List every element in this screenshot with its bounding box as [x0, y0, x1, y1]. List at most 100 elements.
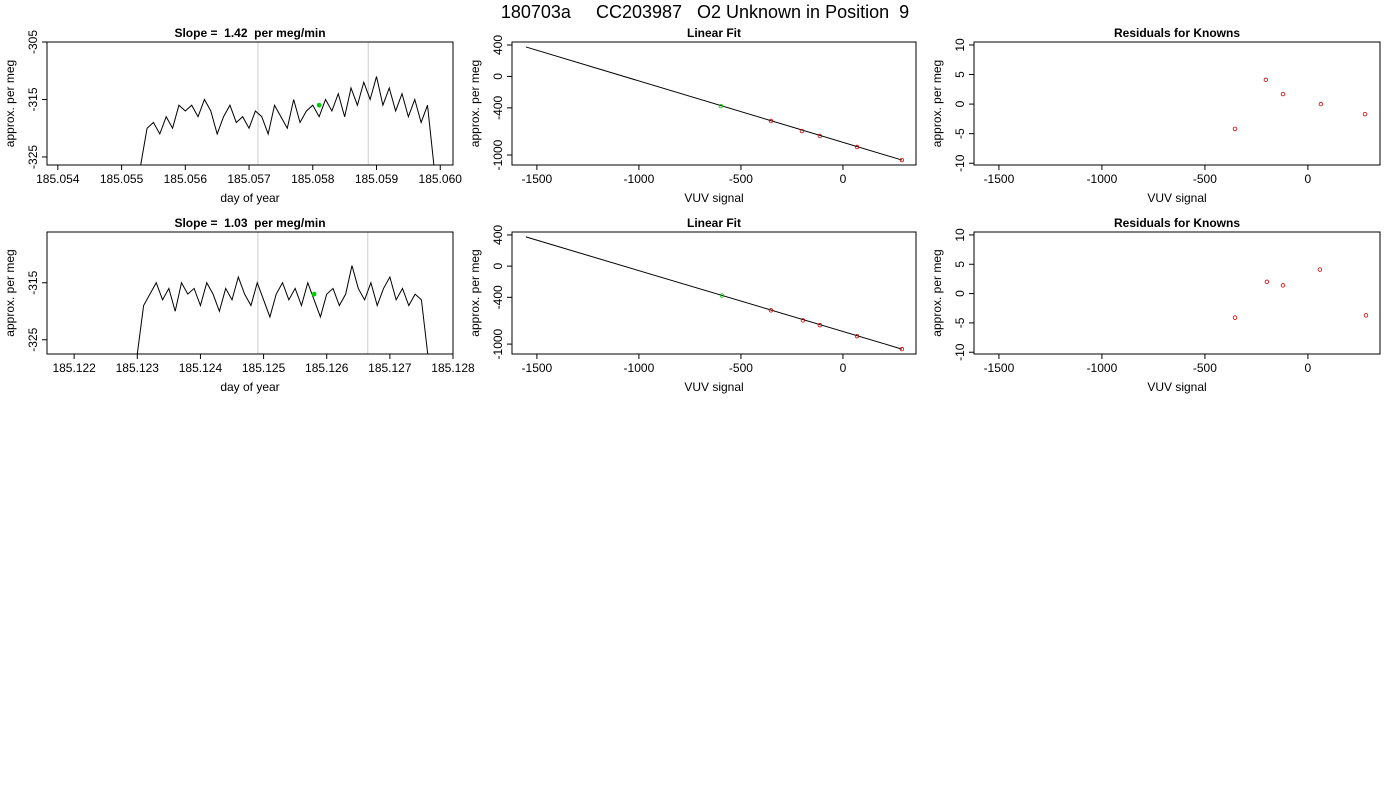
plot-frame	[973, 231, 1381, 355]
plot-frame	[973, 41, 1381, 166]
data-point	[316, 102, 322, 108]
y-tick-label: -325	[26, 145, 40, 169]
y-tick-label: 10	[953, 228, 967, 242]
plot-area	[140, 42, 435, 165]
y-tick-label: 400	[491, 35, 505, 55]
x-tick-label: 185.122	[52, 361, 96, 375]
panel-title: Slope = 1.42 per meg/min	[174, 26, 325, 40]
x-tick-label: 185.128	[431, 361, 475, 375]
data-line	[140, 76, 435, 165]
panel: Linear Fit VUV signal approx. per meg -1500…	[468, 26, 917, 205]
plot-frame	[511, 41, 917, 166]
x-tick-label: 185.125	[242, 361, 286, 375]
x-tick-label: 185.127	[368, 361, 412, 375]
data-point	[1362, 111, 1368, 117]
x-tick-label: 185.123	[116, 361, 160, 375]
y-axis-label: approx. per meg	[468, 249, 482, 336]
panel: Slope = 1.42 per meg/min day of year appro…	[3, 26, 462, 205]
x-tick-label: 185.055	[100, 172, 144, 186]
y-tick-label: 400	[491, 225, 505, 245]
panel-title: Linear Fit	[687, 26, 741, 40]
data-line	[525, 236, 903, 350]
x-axis-label: day of year	[220, 380, 279, 394]
y-tick-label: 10	[953, 38, 967, 52]
y-tick-label: -400	[491, 96, 505, 120]
x-axis-label: VUV signal	[684, 380, 743, 394]
data-point	[1263, 77, 1269, 83]
x-tick-label: -1000	[1087, 361, 1118, 375]
panel: Residuals for Knowns VUV signal approx. pe…	[930, 216, 1381, 394]
panel: Linear Fit VUV signal approx. per meg -1500…	[468, 216, 917, 394]
x-tick-label: -1000	[624, 361, 655, 375]
y-tick-label: -315	[26, 270, 40, 294]
y-tick-label: -1000	[491, 328, 505, 359]
data-point	[1232, 315, 1238, 320]
panel-title: Residuals for Knowns	[1114, 216, 1240, 230]
data-line	[136, 265, 429, 354]
y-axis-label: approx. per meg	[468, 60, 482, 147]
x-tick-label: 0	[1305, 172, 1312, 186]
y-tick-label: 0	[491, 73, 505, 80]
panel-title: Slope = 1.03 per meg/min	[174, 216, 325, 230]
panel: Slope = 1.03 per meg/min day of year appro…	[3, 216, 475, 394]
y-tick-label: 0	[953, 100, 967, 107]
plot-area	[525, 236, 905, 352]
x-tick-label: 185.124	[179, 361, 223, 375]
y-axis-label: approx. per meg	[930, 249, 944, 336]
y-tick-label: 0	[491, 262, 505, 269]
data-point	[1280, 283, 1286, 288]
panel: Residuals for Knowns VUV signal approx. pe…	[930, 26, 1381, 205]
data-point	[817, 323, 823, 328]
y-tick-label: -5	[953, 317, 967, 328]
y-axis-label: approx. per meg	[3, 249, 17, 336]
x-tick-label: 0	[840, 172, 847, 186]
y-tick-label: 5	[953, 71, 967, 78]
data-point	[1363, 313, 1369, 318]
data-point	[768, 308, 774, 313]
data-point	[854, 144, 860, 150]
data-point	[1318, 101, 1324, 107]
x-tick-label: -1500	[984, 172, 1015, 186]
y-axis-label: approx. per meg	[930, 60, 944, 147]
plot-frame	[511, 231, 917, 355]
data-point	[799, 128, 805, 134]
x-tick-label: -1500	[522, 172, 553, 186]
data-point	[1232, 126, 1238, 132]
plot-area	[1232, 77, 1368, 132]
plot-area	[1232, 267, 1369, 320]
x-tick-label: -500	[1193, 172, 1217, 186]
y-axis-label: approx. per meg	[3, 60, 17, 147]
x-tick-label: 185.054	[36, 172, 80, 186]
panel-title: Linear Fit	[687, 216, 741, 230]
x-tick-label: -500	[729, 172, 753, 186]
y-tick-label: -400	[491, 285, 505, 309]
x-tick-label: 185.126	[305, 361, 349, 375]
x-tick-label: -1500	[984, 361, 1015, 375]
data-point	[854, 333, 860, 339]
data-line	[525, 46, 903, 161]
y-tick-label: -10	[953, 343, 967, 361]
plot-frame	[46, 231, 454, 355]
data-point	[768, 118, 774, 124]
data-point	[311, 291, 317, 297]
figure-title: 180703a CC203987 O2 Unknown in Position …	[501, 2, 909, 22]
data-point	[899, 346, 905, 352]
plot-frame	[46, 41, 454, 166]
y-tick-label: -325	[26, 327, 40, 351]
data-point	[1317, 267, 1323, 272]
x-tick-label: 185.057	[227, 172, 271, 186]
data-point	[719, 293, 725, 298]
y-tick-label: 5	[953, 261, 967, 268]
x-axis-label: VUV signal	[1147, 380, 1206, 394]
y-tick-label: -5	[953, 128, 967, 139]
x-tick-label: -1000	[1087, 172, 1118, 186]
x-tick-label: 185.056	[164, 172, 208, 186]
x-tick-label: 185.059	[355, 172, 399, 186]
data-point	[800, 318, 806, 323]
x-tick-label: 185.058	[291, 172, 335, 186]
x-tick-label: 0	[840, 361, 847, 375]
x-tick-label: -500	[729, 361, 753, 375]
y-tick-label: -315	[26, 87, 40, 111]
data-point	[1280, 91, 1286, 97]
